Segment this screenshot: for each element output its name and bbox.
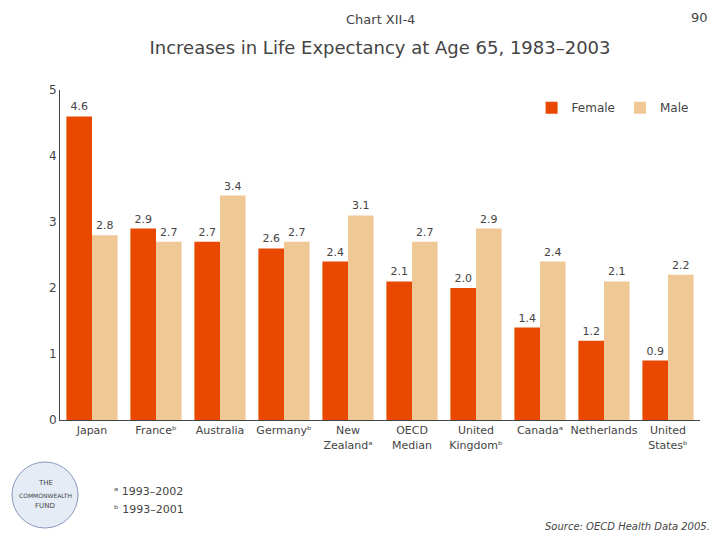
svg-text:2.7: 2.7 bbox=[198, 226, 216, 239]
svg-text:1.4: 1.4 bbox=[518, 312, 536, 325]
svg-text:5: 5 bbox=[49, 83, 57, 97]
svg-text:NewZealandᵃ: NewZealandᵃ bbox=[323, 424, 372, 451]
svg-text:2: 2 bbox=[49, 281, 57, 295]
svg-text:Increases in Life Expectancy a: Increases in Life Expectancy at Age 65, … bbox=[149, 37, 610, 58]
svg-text:Canadaᵃ: Canadaᵃ bbox=[517, 424, 563, 437]
svg-text:2.8: 2.8 bbox=[96, 219, 114, 232]
svg-text:2.2: 2.2 bbox=[672, 259, 690, 272]
svg-text:UnitedStatesᵇ: UnitedStatesᵇ bbox=[648, 424, 688, 451]
svg-text:3.4: 3.4 bbox=[224, 180, 242, 193]
svg-text:3.1: 3.1 bbox=[352, 199, 370, 212]
svg-text:2.9: 2.9 bbox=[480, 213, 498, 226]
svg-text:Male: Male bbox=[660, 101, 688, 115]
svg-text:2.1: 2.1 bbox=[390, 265, 408, 278]
svg-text:1.2: 1.2 bbox=[582, 325, 600, 338]
svg-text:2.7: 2.7 bbox=[416, 226, 434, 239]
svg-text:4.6: 4.6 bbox=[70, 100, 88, 113]
svg-text:Netherlands: Netherlands bbox=[570, 424, 637, 437]
svg-text:4: 4 bbox=[49, 149, 57, 163]
svg-text:90: 90 bbox=[691, 10, 708, 25]
svg-text:Female: Female bbox=[572, 101, 615, 115]
svg-text:0.9: 0.9 bbox=[646, 345, 664, 358]
svg-text:2.7: 2.7 bbox=[160, 226, 178, 239]
svg-text:COMMONWEALTH: COMMONWEALTH bbox=[19, 492, 72, 499]
svg-text:ᵇ 1993–2001: ᵇ 1993–2001 bbox=[114, 503, 184, 516]
svg-text:Franceᵇ: Franceᵇ bbox=[135, 424, 177, 437]
svg-text:Source: OECD Health Data 2005.: Source: OECD Health Data 2005. bbox=[545, 521, 710, 532]
svg-text:1: 1 bbox=[49, 347, 57, 361]
svg-text:3: 3 bbox=[49, 215, 57, 229]
svg-text:Chart XII-4: Chart XII-4 bbox=[346, 12, 415, 27]
svg-text:2.9: 2.9 bbox=[134, 213, 152, 226]
svg-text:2.4: 2.4 bbox=[544, 246, 562, 259]
svg-text:FUND: FUND bbox=[35, 502, 55, 510]
svg-text:OECDMedian: OECDMedian bbox=[392, 424, 432, 451]
svg-text:Australia: Australia bbox=[196, 424, 245, 437]
svg-text:THE: THE bbox=[38, 479, 53, 487]
svg-text:2.4: 2.4 bbox=[326, 246, 344, 259]
svg-text:2.1: 2.1 bbox=[608, 265, 626, 278]
svg-text:Japan: Japan bbox=[76, 424, 108, 437]
svg-text:UnitedKingdomᵇ: UnitedKingdomᵇ bbox=[449, 424, 503, 451]
svg-text:Germanyᵇ: Germanyᵇ bbox=[256, 424, 312, 437]
svg-text:2.0: 2.0 bbox=[454, 272, 472, 285]
svg-text:0: 0 bbox=[49, 413, 57, 427]
svg-text:2.7: 2.7 bbox=[288, 226, 306, 239]
svg-text:2.6: 2.6 bbox=[262, 232, 280, 245]
svg-text:ᵃ 1993–2002: ᵃ 1993–2002 bbox=[114, 485, 183, 498]
